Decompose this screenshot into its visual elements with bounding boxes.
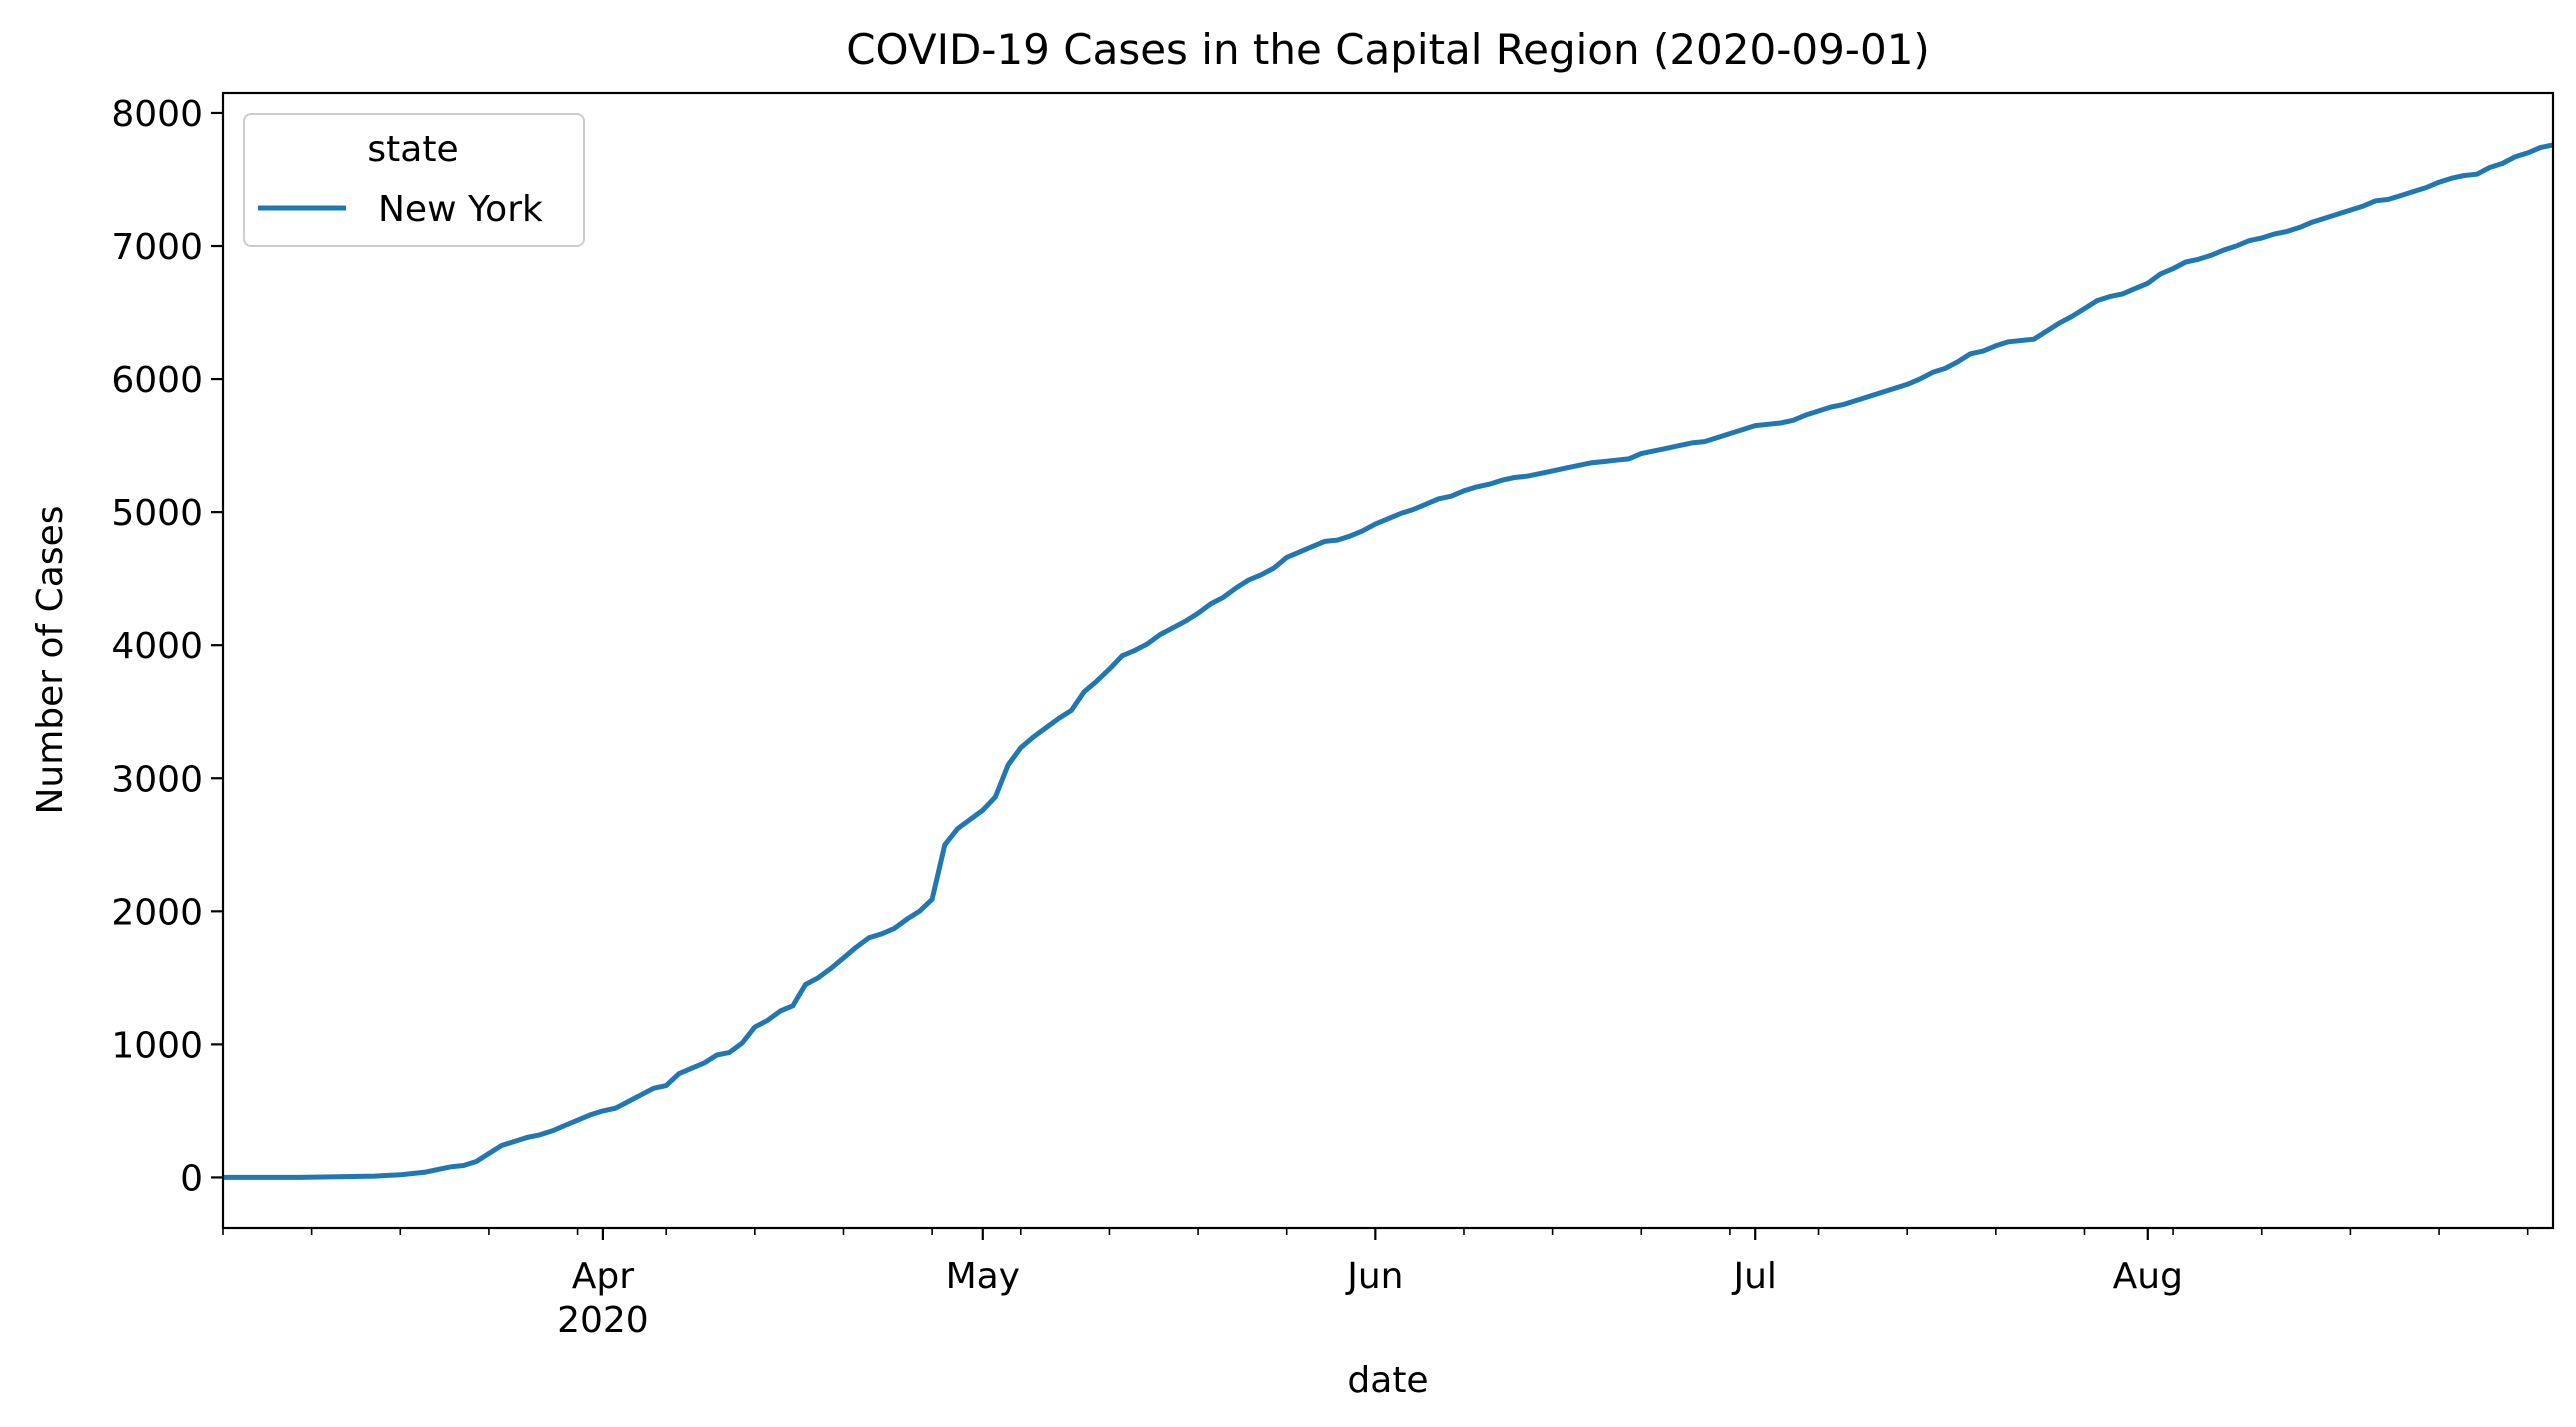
legend: state New York: [244, 114, 584, 246]
legend-title: state: [367, 129, 458, 170]
y-tick-label: 5000: [111, 493, 203, 534]
y-tick-label: 1000: [111, 1025, 203, 1066]
x-tick-sublabel: 2020: [557, 1300, 649, 1341]
y-tick-label: 2000: [111, 892, 203, 933]
y-tick-label: 3000: [111, 759, 203, 800]
x-tick-label: Apr: [572, 1256, 634, 1297]
x-tick-label: Aug: [2113, 1256, 2183, 1297]
y-axis-label: Number of Cases: [30, 505, 71, 814]
chart-title: COVID-19 Cases in the Capital Region (20…: [846, 25, 1930, 74]
y-tick-label: 0: [180, 1158, 203, 1199]
x-tick-label: May: [946, 1256, 1020, 1297]
x-tick-label: Jul: [1732, 1256, 1777, 1297]
x-axis-label: date: [1347, 1360, 1428, 1401]
y-tick-label: 6000: [111, 360, 203, 401]
x-tick-label: Jun: [1345, 1256, 1403, 1297]
legend-label-new-york: New York: [378, 189, 543, 230]
y-tick-label: 4000: [111, 626, 203, 667]
y-tick-label: 7000: [111, 227, 203, 268]
y-tick-label: 8000: [111, 94, 203, 135]
